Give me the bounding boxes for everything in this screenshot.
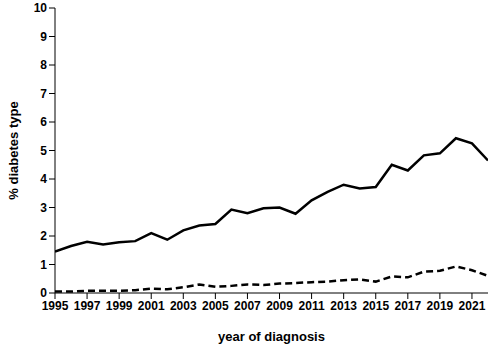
svg-text:2009: 2009 (266, 299, 293, 313)
svg-text:7: 7 (40, 87, 47, 101)
svg-text:2: 2 (40, 229, 47, 243)
svg-text:5: 5 (40, 144, 47, 158)
svg-text:2003: 2003 (170, 299, 197, 313)
svg-text:0: 0 (40, 286, 47, 300)
svg-text:1995: 1995 (42, 299, 69, 313)
svg-text:2007: 2007 (234, 299, 261, 313)
svg-text:9: 9 (40, 30, 47, 44)
svg-text:2013: 2013 (330, 299, 357, 313)
svg-text:2001: 2001 (138, 299, 165, 313)
svg-text:1: 1 (40, 258, 47, 272)
svg-text:2005: 2005 (202, 299, 229, 313)
svg-text:10: 10 (34, 1, 48, 15)
svg-text:1999: 1999 (106, 299, 133, 313)
svg-text:4: 4 (40, 172, 47, 186)
svg-text:2011: 2011 (299, 299, 325, 313)
svg-text:2015: 2015 (362, 299, 389, 313)
svg-text:2021: 2021 (459, 299, 486, 313)
svg-text:% diabetes type: % diabetes type (8, 101, 21, 199)
svg-text:2019: 2019 (427, 299, 454, 313)
svg-text:2017: 2017 (394, 299, 421, 313)
svg-text:8: 8 (40, 58, 47, 72)
svg-text:1997: 1997 (74, 299, 101, 313)
svg-text:3: 3 (40, 201, 47, 215)
svg-text:year of diagnosis: year of diagnosis (218, 329, 325, 344)
svg-text:6: 6 (40, 115, 47, 129)
